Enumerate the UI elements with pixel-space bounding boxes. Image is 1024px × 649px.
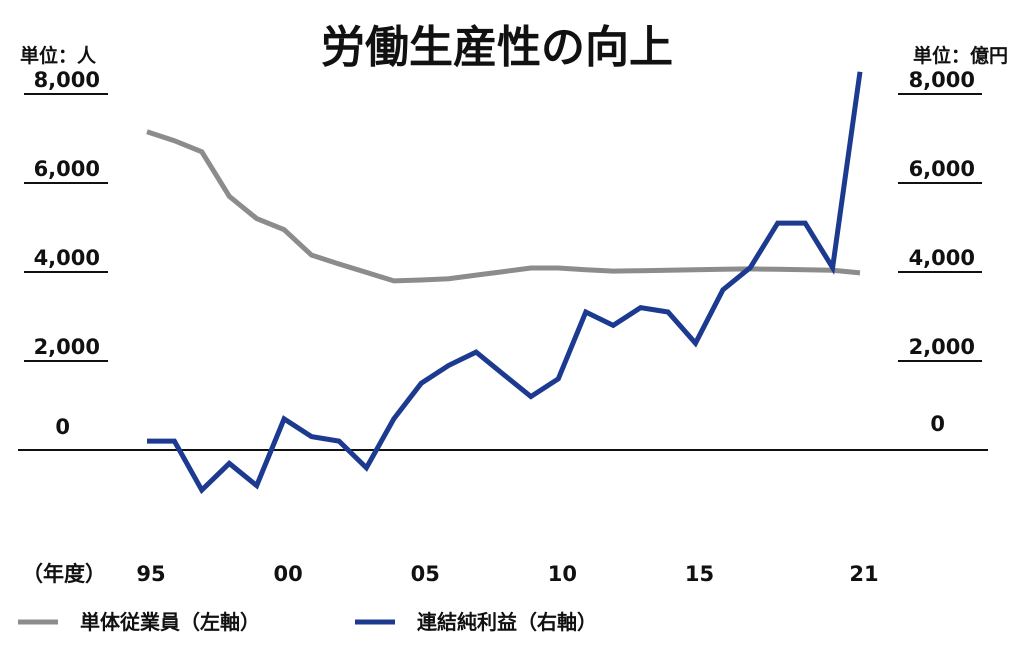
left-tick-label: 4,000 <box>34 246 100 270</box>
x-tick-label: 95 <box>136 562 165 586</box>
x-axis-label: （年度） <box>22 562 106 586</box>
x-tick-label: 15 <box>685 562 714 586</box>
net-income-series-line <box>147 71 863 495</box>
employees-series-line <box>146 129 861 284</box>
x-tick-label: 21 <box>849 562 878 586</box>
right-axis: 0 2,000 4,000 6,000 8,000 <box>898 68 982 436</box>
left-axis: 0 2,000 4,000 6,000 8,000 <box>24 68 108 439</box>
legend: 単体従業員（左軸） 連結純利益（右軸） <box>18 610 597 634</box>
right-tick-label: 4,000 <box>909 246 975 270</box>
left-tick-label: 0 <box>55 415 70 439</box>
chart-title: 労働生産性の向上 <box>321 22 673 73</box>
plot-area <box>146 71 863 495</box>
x-tick-label: 10 <box>548 562 577 586</box>
x-axis: 95 00 05 10 15 21 <box>136 562 878 586</box>
right-tick-label: 0 <box>930 412 945 436</box>
legend-label: 連結純利益（右軸） <box>417 610 597 634</box>
right-tick-label: 6,000 <box>909 157 975 181</box>
left-tick-label: 6,000 <box>34 157 100 181</box>
right-tick-label: 8,000 <box>909 68 975 92</box>
x-tick-label: 00 <box>273 562 302 586</box>
x-tick-label: 05 <box>411 562 440 586</box>
left-axis-unit: 単位：人 <box>20 44 97 67</box>
legend-label: 単体従業員（左軸） <box>80 610 260 634</box>
left-tick-label: 2,000 <box>34 335 100 359</box>
left-tick-label: 8,000 <box>34 68 100 92</box>
right-tick-label: 2,000 <box>909 335 975 359</box>
right-axis-unit: 単位：億円 <box>913 44 1008 67</box>
